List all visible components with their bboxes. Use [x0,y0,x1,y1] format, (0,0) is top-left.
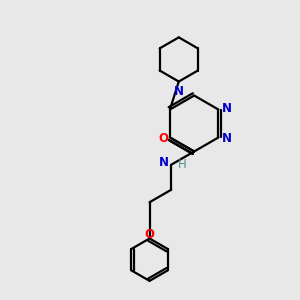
Text: N: N [222,133,232,146]
Text: O: O [158,132,168,145]
Text: H: H [178,158,186,171]
Text: N: N [174,85,184,98]
Text: N: N [159,156,169,169]
Text: N: N [222,101,232,115]
Text: O: O [145,228,154,241]
